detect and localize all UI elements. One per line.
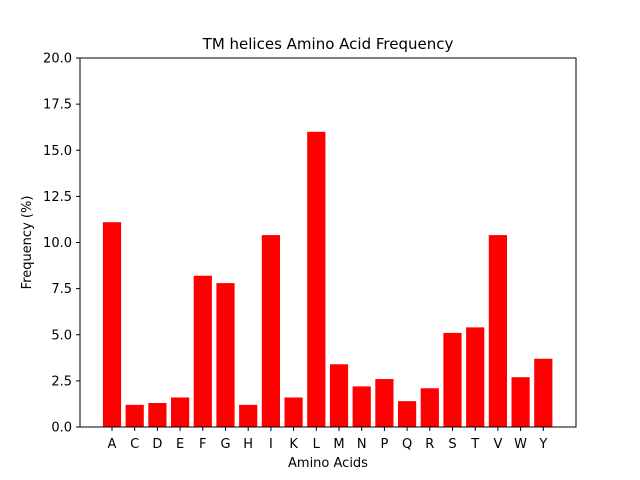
- x-tick-label: Y: [538, 437, 547, 452]
- x-tick-label: C: [130, 437, 139, 452]
- bar-P: [375, 379, 394, 427]
- bar-H: [239, 404, 258, 427]
- x-tick-label: L: [313, 437, 321, 452]
- bar-Q: [398, 401, 417, 427]
- bars-group: [102, 131, 553, 428]
- bar-Y: [534, 358, 553, 427]
- bar-K: [284, 397, 303, 427]
- y-tick-label: 2.5: [51, 374, 72, 389]
- x-tick-label: H: [243, 437, 253, 452]
- bar-G: [216, 283, 235, 427]
- x-tick-label: A: [108, 437, 117, 452]
- plot-frame: [79, 57, 577, 428]
- x-tick-label: D: [152, 437, 162, 452]
- bar-N: [352, 386, 371, 427]
- bar-S: [443, 332, 462, 427]
- x-tick-label: T: [470, 437, 479, 452]
- x-tick-label: R: [425, 437, 434, 452]
- bar-V: [488, 235, 507, 427]
- bar-E: [171, 397, 190, 427]
- bar-F: [193, 275, 212, 427]
- y-axis-title: Frequency (%): [20, 196, 35, 290]
- x-tick-label: E: [176, 437, 184, 452]
- y-tick-label: 15.0: [43, 144, 72, 159]
- x-tick-label: I: [269, 437, 273, 452]
- x-tick-label: W: [514, 437, 527, 452]
- x-tick-label: M: [333, 437, 344, 452]
- bar-L: [307, 131, 326, 428]
- chart-title: TM helices Amino Acid Frequency: [202, 35, 454, 53]
- x-tick-label: S: [448, 437, 456, 452]
- bar-T: [466, 327, 485, 427]
- y-tick-label: 20.0: [43, 52, 72, 67]
- bar-A: [102, 222, 122, 427]
- y-tick-label: 10.0: [43, 236, 72, 251]
- bar-M: [329, 364, 349, 427]
- x-tick-label: N: [357, 437, 367, 452]
- bar-I: [261, 235, 280, 427]
- x-tick-label: P: [380, 437, 388, 452]
- y-tick-label: 12.5: [43, 190, 72, 205]
- bar-R: [420, 388, 439, 427]
- y-axis: 0.0 2.5 5.0 7.5 10.0 12.5 15.0 17.5 20.0: [43, 52, 80, 436]
- bar-D: [148, 403, 167, 427]
- x-tick-label: V: [493, 437, 502, 452]
- y-tick-label: 17.5: [43, 98, 72, 113]
- y-tick-label: 0.0: [51, 421, 72, 436]
- x-tick-label: Q: [402, 437, 412, 452]
- x-tick-label: F: [199, 437, 206, 452]
- x-tick-label: G: [220, 437, 230, 452]
- x-tick-label: K: [289, 437, 298, 452]
- x-axis-title: Amino Acids: [288, 456, 368, 471]
- y-tick-label: 7.5: [51, 282, 72, 297]
- bar-C: [125, 404, 144, 427]
- bar-W: [511, 377, 530, 427]
- y-tick-label: 5.0: [51, 328, 72, 343]
